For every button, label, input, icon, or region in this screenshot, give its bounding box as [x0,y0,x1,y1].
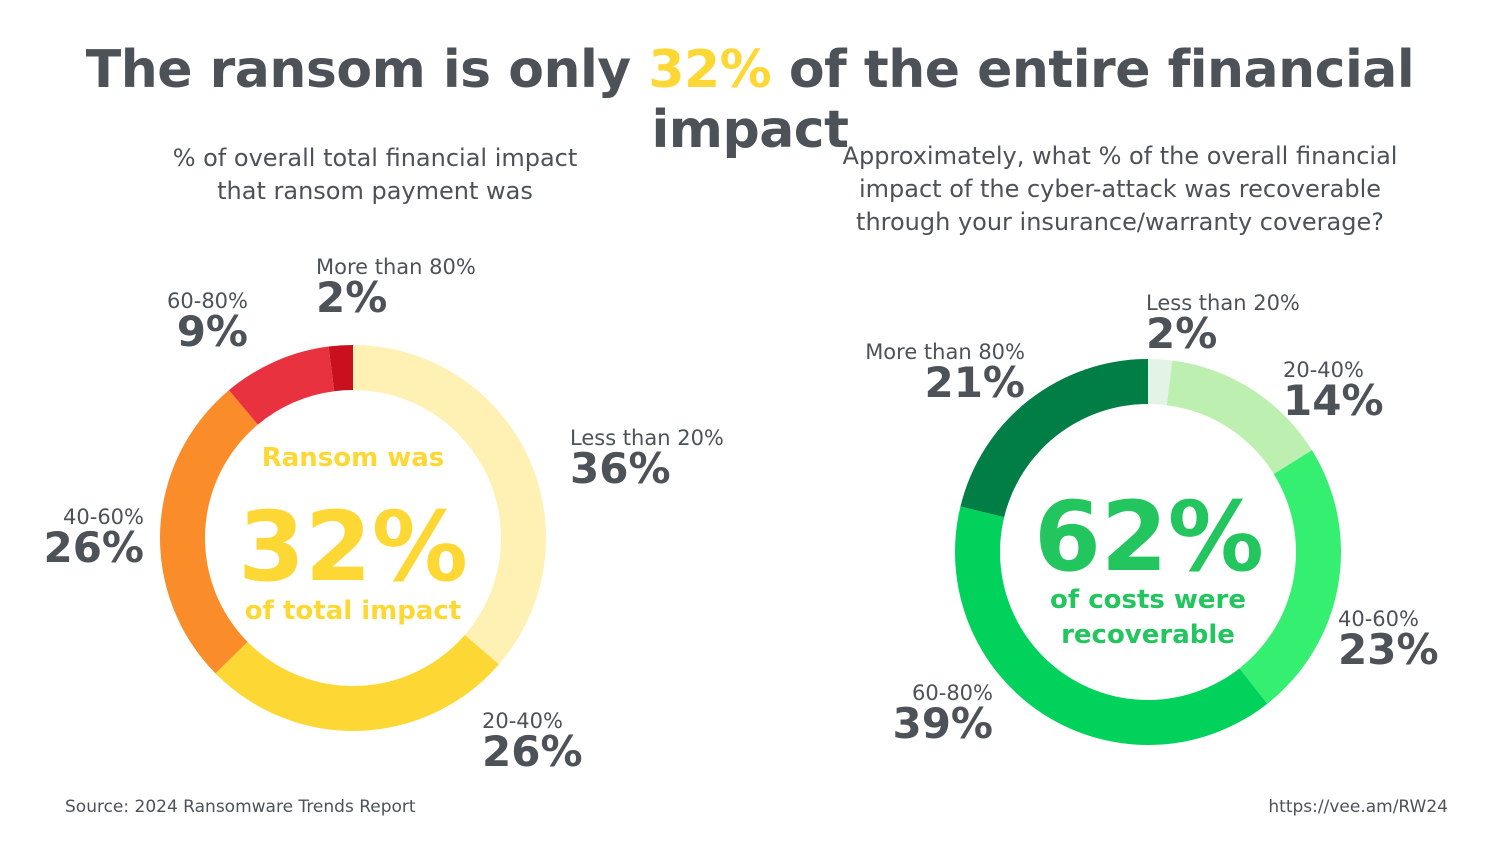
source-note: Source: 2024 Ransomware Trends Report [65,797,416,817]
ransom-share-slice-label: 20-40% [482,709,563,733]
ransom-share-slice-label: 40-60% [63,505,144,529]
title-prefix: The ransom is only [85,40,649,100]
recoverable-share-slice-value: 14% [1283,376,1384,425]
ransom-share-donut [159,344,547,732]
left-chart-title: % of overall total financial impact that… [125,142,625,208]
ransom-share-slice-1 [353,344,547,665]
recoverable-share-slice-label: 40-60% [1338,607,1419,631]
recoverable-share-slice-3 [1239,450,1341,704]
ransom-share-slice-value: 9% [177,307,248,356]
title-highlight: 32% [648,40,772,100]
right-chart-title-line: impact of the cyber-attack was recoverab… [858,175,1381,203]
recoverable-share-slice-5 [960,359,1148,518]
center-caption-bottom: of total impact [245,596,461,626]
ransom-share-slice-value: 2% [316,273,387,322]
center-caption-bottom: recoverable [1061,620,1235,650]
recoverable-share-slice-label: Less than 20% [1146,291,1300,315]
center-value: 62% [1034,481,1264,593]
left-chart-title-line: that ransom payment was [217,177,533,205]
ransom-share-labels: Less than 20%36%20-40%26%40-60%26%60-80%… [43,255,723,776]
ransom-share-slice-value: 26% [43,523,144,572]
center-caption-top: Ransom was [262,443,445,473]
page-title: The ransom is only 32% of the entire fin… [0,40,1500,160]
right-chart-title-line: Approximately, what % of the overall fin… [842,142,1398,170]
ransom-share-slice-value: 36% [570,444,671,493]
ransom-share-slice-label: More than 80% [316,255,476,279]
recoverable-share-slice-label: More than 80% [865,340,1025,364]
ransom-share-slice-3 [159,390,258,674]
right-chart-title-line: through your insurance/warranty coverage… [856,208,1384,236]
ransom-share-slice-2 [215,634,499,732]
source-link[interactable]: https://vee.am/RW24 [1268,797,1448,817]
recoverable-share-slice-2 [1166,360,1312,474]
ransom-share-slice-4 [228,346,335,425]
right-chart-title: Approximately, what % of the overall fin… [820,140,1420,239]
ransom-share-slice-value: 26% [482,727,583,776]
recoverable-share-center: 62% of costs were recoverable [1034,481,1264,650]
title-suffix: of the entire financial impact [651,40,1415,160]
ransom-share-slice-label: Less than 20% [570,426,724,450]
recoverable-share-slice-value: 21% [924,358,1025,407]
recoverable-share-slice-label: 20-40% [1283,358,1364,382]
ransom-share-center: Ransom was 32% of total impact [238,443,468,626]
recoverable-share-donut [955,359,1341,745]
recoverable-share-slice-value: 2% [1146,309,1217,358]
recoverable-share-slice-value: 39% [892,699,993,748]
left-chart-title-line: % of overall total financial impact [172,144,578,172]
recoverable-share-slice-4 [955,506,1268,745]
center-caption-top: of costs were [1050,585,1246,615]
recoverable-share-slice-1 [1148,359,1173,406]
recoverable-share-slice-label: 60-80% [912,681,993,705]
recoverable-share-labels: Less than 20%2% 20-40%14% 40-60%23% 60-80%3… [865,291,1438,748]
recoverable-share-slice-value: 23% [1338,625,1439,674]
center-value: 32% [238,491,468,603]
ransom-share-slice-5 [328,345,353,392]
ransom-share-slice-label: 60-80% [167,289,248,313]
